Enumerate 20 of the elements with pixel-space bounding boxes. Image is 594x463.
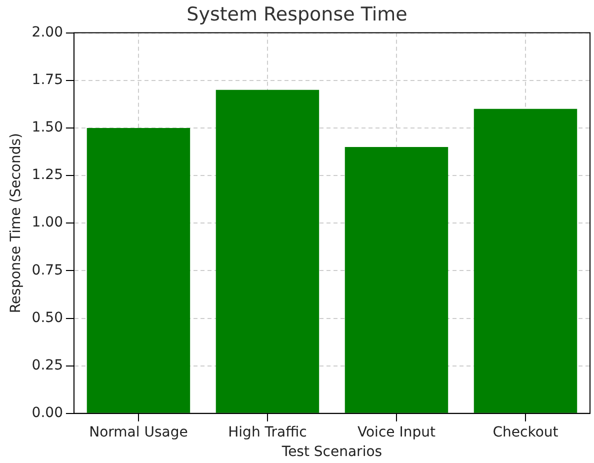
y-axis-title: Response Time (Seconds) [8, 133, 24, 314]
y-tick-label: 1.75 [32, 72, 63, 88]
bar [474, 108, 578, 413]
bar [216, 90, 320, 413]
y-tick-label: 0.75 [32, 262, 63, 278]
y-tick-label: 0.25 [32, 357, 63, 374]
y-tick-label: 2.00 [32, 24, 63, 40]
x-axis-title: Test Scenarios [280, 444, 382, 460]
y-tick-label: 1.50 [32, 120, 63, 136]
y-tick-label: 0.50 [32, 310, 63, 326]
y-tick-label: 1.00 [32, 214, 63, 231]
y-tick-label: 0.00 [32, 405, 63, 422]
x-tick-label: Normal Usage [89, 424, 188, 440]
chart-title: System Response Time [186, 3, 408, 26]
y-tick-label: 1.25 [32, 167, 63, 184]
x-tick-label: Checkout [492, 424, 559, 440]
bar [344, 146, 448, 413]
bar [86, 128, 190, 413]
x-tick-label: Voice Input [358, 424, 436, 440]
x-tick-label: High Traffic [228, 424, 307, 440]
